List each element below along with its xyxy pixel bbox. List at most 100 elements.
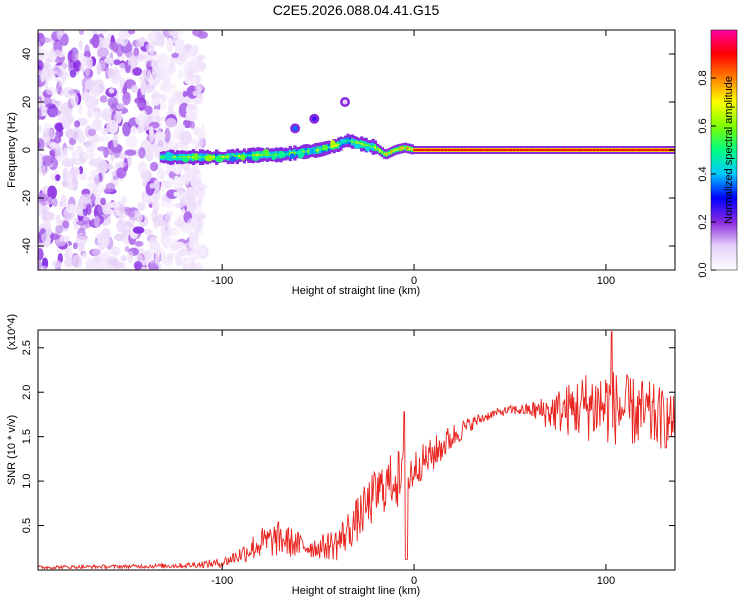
noise-speck (150, 93, 163, 100)
noise-speck (115, 161, 127, 168)
noise-speck (149, 211, 155, 219)
noise-speck (88, 158, 101, 167)
noise-speck (41, 155, 53, 167)
noise-speck (175, 42, 185, 56)
spectrogram-heatmap (38, 30, 675, 270)
ridge-peak (461, 148, 465, 152)
colorbar: 0.0 0.2 0.4 0.6 0.8 Normalized spectral ampl… (697, 29, 738, 278)
ridge-peak (585, 148, 589, 152)
noise-speck (108, 201, 120, 209)
ridge-blob (182, 157, 190, 163)
noise-speck (149, 263, 159, 270)
noise-speck (155, 201, 160, 211)
noise-speck (136, 54, 147, 60)
noise-speck (38, 202, 43, 216)
ridge-peak (305, 150, 308, 153)
noise-speck (43, 220, 51, 230)
ridge-peak (627, 148, 630, 152)
ridge-peak (401, 146, 405, 150)
noise-speck (122, 91, 131, 106)
ridge-peak (268, 153, 271, 156)
noise-speck (185, 171, 190, 186)
ridge-peak (302, 150, 306, 153)
ridge-peak (556, 148, 559, 152)
noise-speck (179, 130, 192, 145)
noise-speck (92, 182, 98, 197)
noise-speck (43, 97, 53, 105)
ridge-blob (271, 155, 276, 160)
ridge-blob (278, 153, 286, 158)
noise-speck (107, 161, 114, 171)
noise-speck (196, 62, 207, 70)
noise-speck (72, 242, 78, 250)
ridge-peak (272, 153, 276, 156)
ridge-peak (595, 148, 598, 152)
ridge-peak (482, 148, 485, 152)
noise-speck (48, 141, 58, 148)
noise-speck (77, 235, 89, 244)
noise-speck (98, 135, 110, 143)
ridge-peak (583, 148, 587, 152)
ridge-blob (339, 138, 345, 143)
ridge-peak (406, 147, 409, 150)
noise-speck (127, 154, 132, 167)
ridge-blob (174, 156, 181, 161)
noise-speck (173, 191, 180, 197)
noise-speck (174, 99, 181, 105)
ridge-peak (171, 156, 175, 159)
spectrogram-panel: -100 0 100 -40 -20 0 20 40 Height of straight … (6, 29, 676, 297)
ridge-peak (613, 148, 617, 152)
noise-speck (152, 109, 161, 116)
noise-speck (64, 158, 75, 168)
noise-speck (174, 218, 185, 228)
ridge-peak (558, 148, 561, 152)
ridge-peak (371, 145, 375, 148)
ridge-peak (625, 148, 628, 152)
ridge-blob (262, 149, 269, 155)
ridge-peak (383, 152, 386, 156)
noise-speck (71, 51, 78, 63)
noise-speck (78, 40, 83, 50)
noise-speck (144, 228, 153, 236)
ridge-peak (526, 148, 529, 152)
ridge-peak (325, 146, 329, 150)
ridge-peak (358, 142, 361, 145)
ridge-peak (666, 148, 670, 152)
noise-speck (135, 240, 144, 247)
ridge-peak (539, 148, 543, 152)
ridge-blob (365, 145, 371, 152)
noise-speck (78, 242, 85, 255)
ridge-peak (574, 148, 577, 152)
noise-speck (177, 69, 183, 80)
noise-speck (112, 134, 119, 148)
ridge-peak (381, 151, 384, 154)
noise-speck (155, 247, 162, 254)
noise-speck (84, 139, 96, 153)
noise-speck (200, 249, 206, 257)
noise-speck (149, 126, 154, 136)
ridge-peak (394, 148, 398, 151)
ridge-peak (445, 148, 449, 152)
ridge-peak (551, 148, 554, 152)
ridge-peak (316, 148, 320, 152)
ridge-peak (609, 148, 612, 152)
noise-speck (55, 174, 61, 182)
noise-speck (191, 78, 199, 84)
ridge-peak (185, 156, 188, 159)
x-tick-label: 0 (411, 575, 417, 587)
spectrogram-y-ticks: -40 -20 0 20 40 (21, 48, 675, 254)
y-tick-label: 20 (21, 96, 33, 108)
ridge-peak (249, 154, 253, 157)
ridge-peak (348, 139, 352, 143)
ridge-peak (664, 148, 667, 152)
noise-speck (120, 195, 128, 205)
noise-speck (170, 54, 176, 68)
noise-speck (121, 230, 128, 239)
noise-speck (107, 97, 119, 108)
noise-speck (74, 120, 81, 128)
ridge-peak (553, 148, 557, 152)
ridge-peak (245, 154, 248, 157)
noise-speck (169, 90, 180, 96)
ridge-blob (321, 144, 327, 151)
